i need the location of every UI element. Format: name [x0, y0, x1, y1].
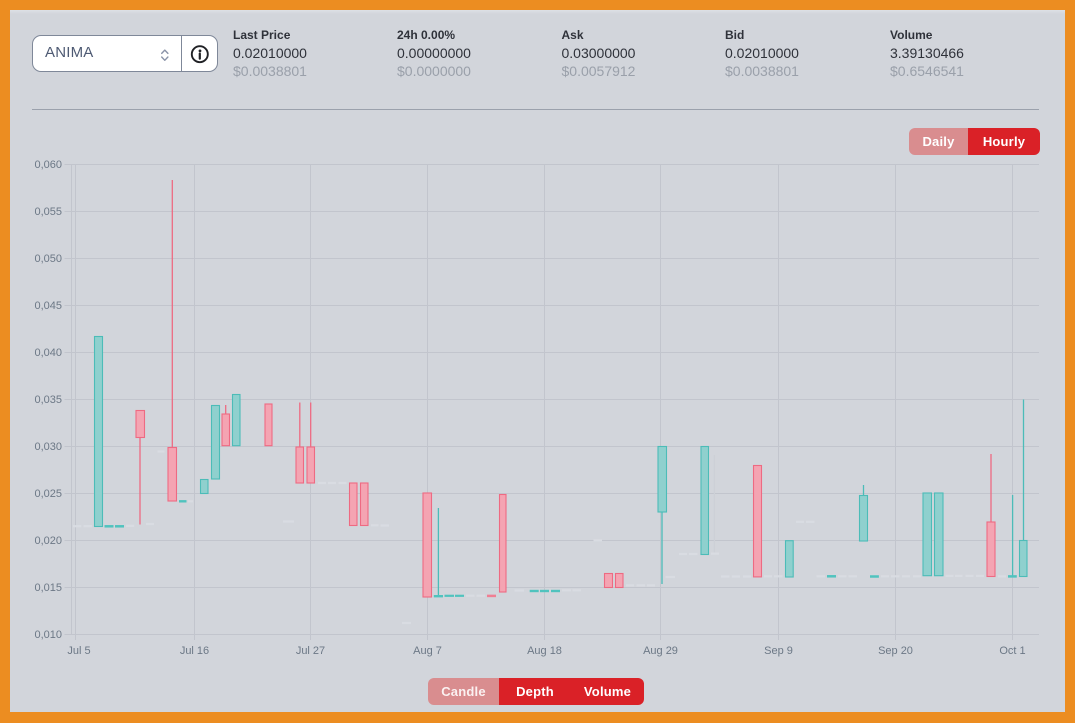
svg-text:0,060: 0,060	[34, 159, 62, 171]
svg-text:Aug 7: Aug 7	[413, 645, 442, 657]
svg-text:0,055: 0,055	[34, 206, 62, 218]
svg-text:0,045: 0,045	[34, 300, 62, 312]
svg-text:0,025: 0,025	[34, 488, 62, 500]
svg-text:Aug 18: Aug 18	[527, 645, 562, 657]
svg-text:0,040: 0,040	[34, 347, 62, 359]
svg-text:Aug 29: Aug 29	[643, 645, 678, 657]
svg-text:Jul 27: Jul 27	[296, 645, 325, 657]
svg-text:Oct 1: Oct 1	[999, 645, 1025, 657]
svg-text:0,010: 0,010	[34, 629, 62, 641]
svg-text:0,020: 0,020	[34, 535, 62, 547]
svg-text:0,050: 0,050	[34, 253, 62, 265]
svg-text:Sep 9: Sep 9	[764, 645, 793, 657]
svg-text:Jul 5: Jul 5	[67, 645, 90, 657]
svg-text:0,030: 0,030	[34, 441, 62, 453]
svg-text:0,015: 0,015	[34, 582, 62, 594]
svg-text:0,035: 0,035	[34, 394, 62, 406]
svg-text:Sep 20: Sep 20	[878, 645, 913, 657]
svg-text:Jul 16: Jul 16	[180, 645, 209, 657]
